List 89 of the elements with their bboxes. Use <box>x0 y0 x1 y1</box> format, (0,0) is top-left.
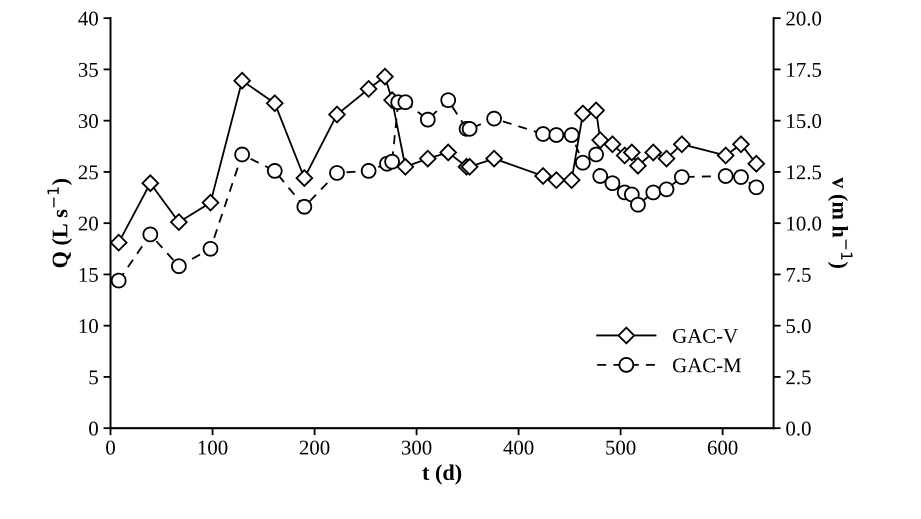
point <box>733 169 749 185</box>
y-tick-label: 30 <box>78 114 98 128</box>
point <box>170 213 188 231</box>
point <box>202 240 218 257</box>
point <box>645 184 662 200</box>
point <box>486 110 502 126</box>
y-tick-label: 10 <box>80 319 98 334</box>
point <box>419 150 437 168</box>
x-tick-label: 0 <box>106 440 115 455</box>
point <box>110 272 127 288</box>
y-tick-label: 35 <box>78 62 98 77</box>
point <box>266 94 284 112</box>
point <box>673 135 691 154</box>
point <box>588 146 604 162</box>
y2-tick-label: 5.0 <box>786 319 811 334</box>
point <box>328 106 346 124</box>
point <box>329 165 345 181</box>
point <box>440 92 456 108</box>
point <box>716 146 734 164</box>
x-tick-label: 400 <box>503 440 534 455</box>
y-tick-label: 25 <box>78 165 98 180</box>
point <box>562 171 580 189</box>
point <box>142 174 160 192</box>
point <box>658 150 676 168</box>
point <box>439 144 457 162</box>
y2-tick-label: 10.0 <box>787 216 822 231</box>
y2-tick-label: 0.0 <box>786 422 811 436</box>
point <box>732 135 750 154</box>
x-tick-label: 300 <box>402 440 432 455</box>
y-tick-label: 40 <box>78 12 98 26</box>
y-tick-label: 5 <box>90 370 98 384</box>
point <box>604 135 622 154</box>
y-tick-label: 15 <box>80 268 98 282</box>
x-tick-label: 600 <box>708 440 738 455</box>
point <box>575 154 591 171</box>
point <box>548 127 564 143</box>
point <box>110 234 128 252</box>
point <box>296 169 314 187</box>
point <box>296 198 312 215</box>
point <box>674 169 690 185</box>
point <box>376 68 394 86</box>
point <box>396 158 414 176</box>
point <box>360 80 378 98</box>
point <box>718 168 734 184</box>
y2-tick-label: 20.0 <box>786 12 822 26</box>
point <box>630 196 646 213</box>
y2-tick-label: 7.5 <box>786 268 811 282</box>
y-tick-label: 20 <box>78 216 98 231</box>
y2-tick-label: 17.5 <box>787 62 822 77</box>
point <box>623 144 641 162</box>
point <box>142 226 158 242</box>
x-tick-label: 500 <box>606 440 636 455</box>
point <box>534 167 552 185</box>
point <box>564 127 580 143</box>
point <box>591 131 609 149</box>
point <box>548 171 566 189</box>
point <box>604 175 620 192</box>
y-axis-title: Q (L s$^{−1}$) <box>47 178 72 268</box>
point <box>202 194 220 212</box>
y-tick-label: 0 <box>89 422 98 436</box>
y2-tick-label: 2.5 <box>786 370 811 384</box>
point <box>462 121 478 137</box>
point <box>574 104 592 122</box>
point <box>398 94 414 110</box>
point <box>644 144 662 162</box>
x-axis-title: t (d) <box>422 464 462 485</box>
point <box>234 146 250 162</box>
point <box>360 163 376 179</box>
point <box>171 258 187 274</box>
point <box>485 150 503 168</box>
y2-tick-label: 15.0 <box>787 114 822 128</box>
point <box>748 179 764 196</box>
point <box>384 154 400 170</box>
x-tick-label: 200 <box>300 440 330 455</box>
legend-label: GAC-M <box>673 358 742 372</box>
y2-tick-label: 12.5 <box>787 165 822 180</box>
point <box>592 168 608 184</box>
legend-label: GAC-V <box>673 328 738 344</box>
point <box>658 181 674 198</box>
point <box>748 154 766 172</box>
point <box>266 163 283 179</box>
point <box>587 102 605 120</box>
y2-axis-title: v (m h$^{−1}$) <box>828 177 852 268</box>
point <box>535 126 551 142</box>
point <box>460 158 478 176</box>
point <box>629 157 647 175</box>
x-tick-label: 100 <box>198 440 228 455</box>
point <box>420 112 436 128</box>
point <box>233 72 251 90</box>
